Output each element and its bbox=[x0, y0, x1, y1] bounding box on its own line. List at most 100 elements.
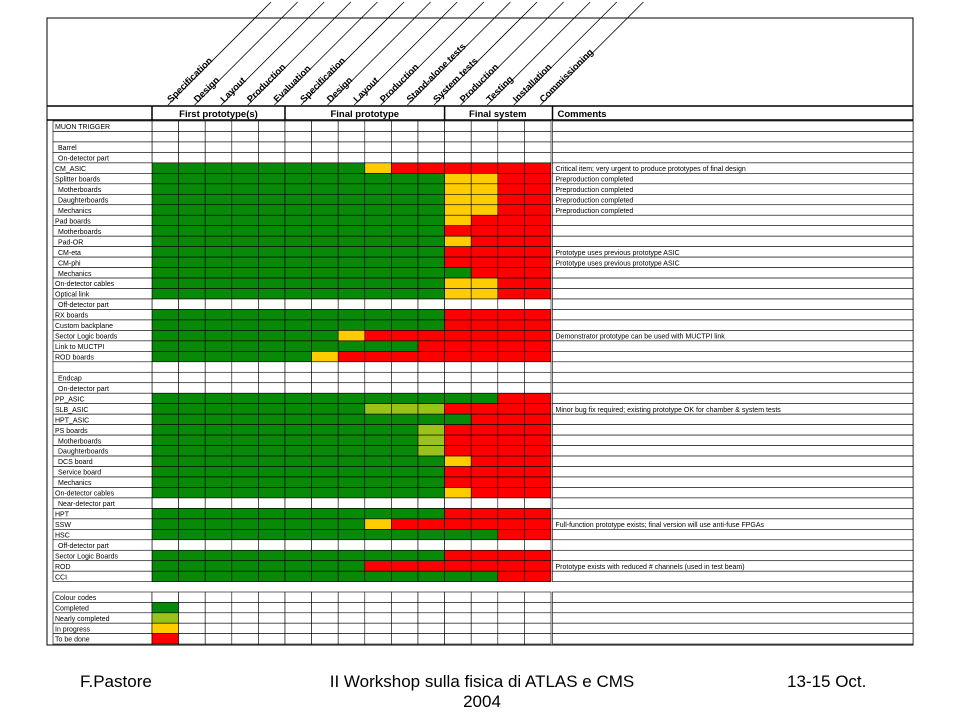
status-cell bbox=[391, 141, 419, 153]
step-label: Layout bbox=[352, 75, 382, 105]
status-cell bbox=[151, 225, 179, 237]
status-cell bbox=[444, 487, 472, 499]
status-cell bbox=[204, 173, 233, 185]
status-cell bbox=[470, 508, 499, 520]
status-cell bbox=[364, 487, 392, 499]
status-cell bbox=[497, 152, 525, 164]
status-cell bbox=[417, 392, 445, 404]
label-cell bbox=[52, 131, 153, 143]
status-cell bbox=[524, 371, 552, 384]
status-cell bbox=[391, 570, 419, 582]
status-cell bbox=[337, 487, 366, 499]
status-cell bbox=[444, 508, 472, 520]
status-cell bbox=[444, 424, 472, 436]
status-cell bbox=[311, 382, 339, 394]
table-row: DCS board bbox=[52, 455, 914, 467]
legend-label: Nearly completed bbox=[55, 616, 110, 623]
status-cell bbox=[178, 424, 206, 436]
status-cell bbox=[231, 246, 259, 258]
status-cell bbox=[204, 361, 233, 373]
legend-cell bbox=[417, 622, 445, 634]
status-cell bbox=[470, 445, 499, 457]
status-cell bbox=[497, 351, 525, 363]
status-cell bbox=[258, 549, 286, 562]
status-cell bbox=[284, 131, 312, 143]
legend-cell bbox=[231, 633, 259, 645]
status-cell bbox=[444, 309, 472, 321]
status-cell bbox=[151, 309, 179, 321]
table-row: Daughterboards bbox=[52, 445, 914, 457]
step-divider bbox=[460, 1, 564, 106]
status-cell bbox=[311, 539, 339, 551]
status-cell bbox=[284, 361, 312, 373]
status-cell bbox=[470, 298, 499, 310]
status-cell bbox=[231, 131, 259, 143]
status-cell bbox=[497, 371, 525, 384]
row-label: Near-detector part bbox=[58, 501, 115, 508]
status-cell bbox=[391, 497, 419, 509]
legend-cell bbox=[524, 612, 552, 624]
status-cell bbox=[311, 120, 339, 132]
status-cell bbox=[151, 539, 179, 551]
status-cell bbox=[284, 277, 312, 289]
status-cell bbox=[391, 225, 419, 237]
status-cell bbox=[151, 413, 179, 425]
legend-cell bbox=[178, 633, 206, 645]
table-row: Barrel bbox=[52, 141, 914, 153]
status-cell bbox=[391, 162, 419, 174]
comment-cell bbox=[552, 445, 914, 457]
status-cell bbox=[231, 152, 259, 164]
status-cell bbox=[311, 141, 339, 153]
status-cell bbox=[151, 120, 179, 132]
row-label: RX boards bbox=[55, 313, 89, 320]
status-cell bbox=[284, 382, 312, 394]
status-cell bbox=[417, 193, 445, 206]
status-cell bbox=[444, 183, 472, 195]
status-cell bbox=[524, 288, 552, 300]
status-cell bbox=[391, 434, 419, 446]
status-cell bbox=[284, 351, 312, 363]
status-cell bbox=[391, 340, 419, 352]
status-cell bbox=[231, 487, 259, 499]
status-cell bbox=[258, 214, 286, 226]
status-cell bbox=[470, 340, 499, 352]
status-cell bbox=[417, 403, 445, 415]
legend-cell bbox=[524, 602, 552, 614]
status-cell bbox=[284, 225, 312, 237]
status-cell bbox=[231, 214, 259, 226]
legend-cell bbox=[231, 602, 259, 614]
comment-cell bbox=[552, 267, 914, 279]
status-cell bbox=[231, 330, 259, 342]
row-label: PS boards bbox=[55, 428, 88, 435]
status-cell bbox=[444, 466, 472, 478]
status-cell bbox=[417, 424, 445, 436]
legend-row: Colour codes bbox=[52, 591, 914, 603]
status-cell bbox=[231, 319, 259, 331]
legend-comment-cell bbox=[552, 622, 914, 634]
status-cell bbox=[444, 392, 472, 404]
status-cell bbox=[337, 193, 366, 206]
row-label: Optical link bbox=[55, 292, 90, 299]
status-cell bbox=[258, 330, 286, 342]
status-cell bbox=[231, 403, 259, 415]
status-cell bbox=[417, 445, 445, 457]
table-row: HPT bbox=[52, 508, 914, 520]
legend-label: Colour codes bbox=[55, 595, 97, 602]
status-cell bbox=[391, 518, 419, 530]
comment-cell bbox=[552, 476, 914, 488]
status-cell bbox=[178, 529, 206, 541]
status-cell bbox=[444, 193, 472, 206]
status-cell bbox=[337, 309, 366, 321]
status-cell bbox=[364, 183, 392, 195]
status-cell bbox=[524, 309, 552, 321]
status-cell bbox=[204, 487, 233, 499]
status-cell bbox=[231, 162, 259, 174]
status-cell bbox=[178, 152, 206, 164]
status-cell bbox=[204, 131, 233, 143]
status-cell bbox=[284, 392, 312, 404]
status-cell bbox=[444, 403, 472, 415]
row-label: Barrel bbox=[58, 145, 77, 152]
status-cell bbox=[231, 340, 259, 352]
status-cell bbox=[391, 256, 419, 268]
legend-swatch bbox=[151, 633, 179, 645]
